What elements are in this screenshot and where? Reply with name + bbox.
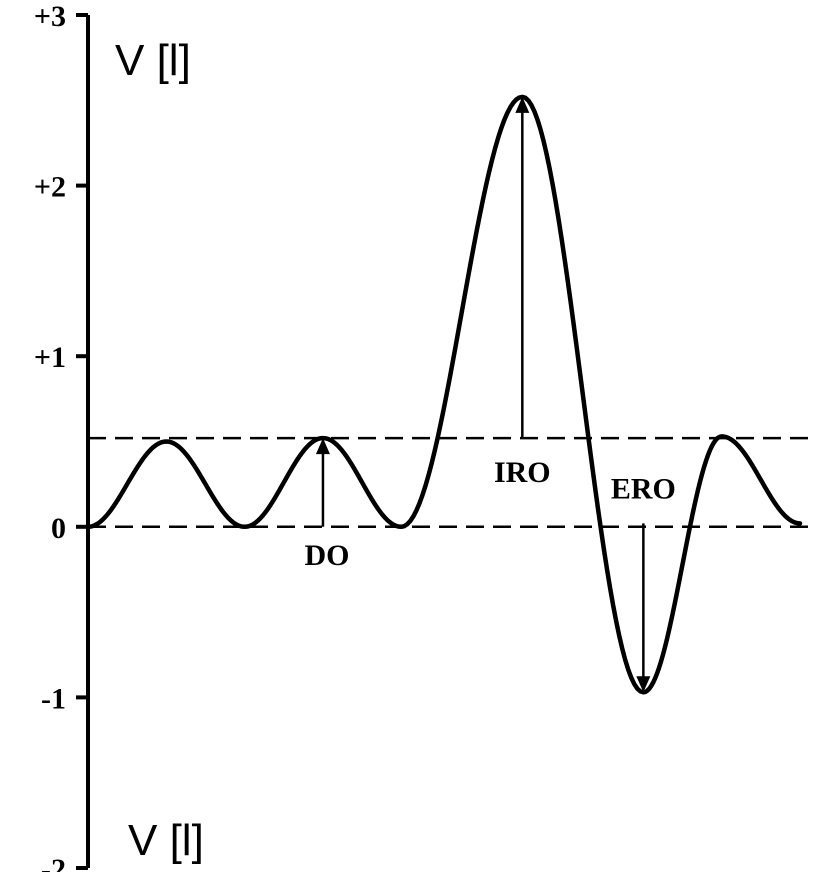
- iro-arrow-head: [515, 96, 530, 113]
- y-tick-label: -1: [41, 682, 66, 715]
- y-tick-label: +3: [34, 0, 66, 33]
- y-tick-label: -2: [41, 853, 66, 872]
- do-arrow-head: [315, 438, 330, 455]
- y-axis-title-top: V [l]: [115, 36, 191, 85]
- do-label: DO: [304, 539, 349, 572]
- plot-area: [85, 94, 803, 695]
- y-axis: +3 +2 +1 0 -1 -2: [34, 0, 90, 872]
- y-tick-label: +2: [34, 171, 66, 204]
- y-tick-label: 0: [51, 512, 66, 545]
- ero-label: ERO: [611, 472, 676, 505]
- volume-curve-line: [85, 94, 803, 695]
- ero-arrow-head: [636, 676, 651, 693]
- iro-label: IRO: [494, 456, 551, 489]
- y-axis-title-bottom: V [l]: [128, 816, 204, 865]
- annotations: DO IRO ERO: [304, 96, 676, 693]
- y-tick-label: +1: [34, 341, 66, 374]
